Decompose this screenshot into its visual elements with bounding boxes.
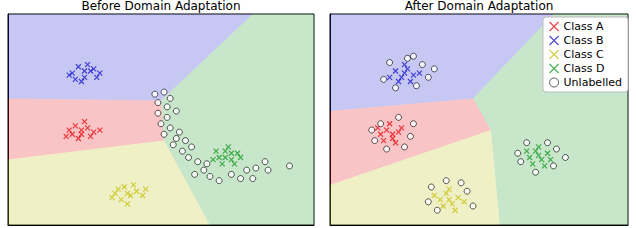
svg-text:Class D: Class D [564,62,605,75]
svg-text:Class C: Class C [564,48,604,61]
svg-text:Class B: Class B [564,34,604,47]
svg-text:Before Domain Adaptation: Before Domain Adaptation [81,0,240,13]
svg-text:Unlabelled: Unlabelled [564,76,622,89]
svg-text:Class A: Class A [564,20,604,33]
svg-text:After Domain Adaptation: After Domain Adaptation [405,0,554,13]
